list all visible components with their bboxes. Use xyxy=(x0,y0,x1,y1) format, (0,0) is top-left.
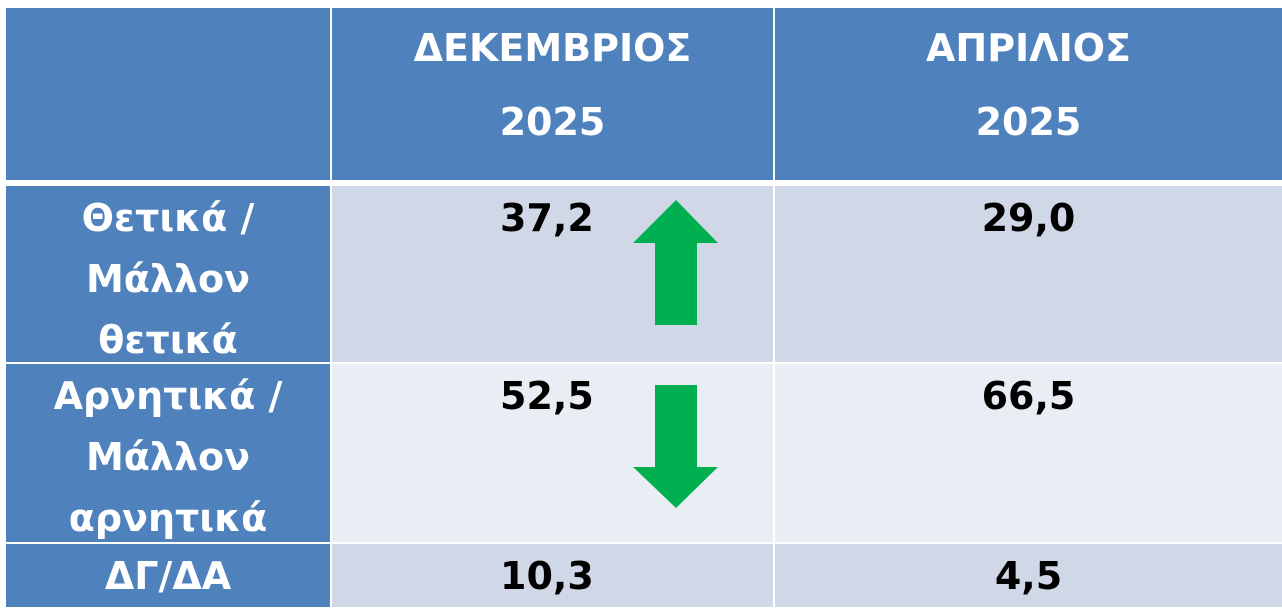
value-cell: 10,3 xyxy=(332,544,773,607)
value-text: 66,5 xyxy=(981,374,1076,418)
value-cell: 52,5 xyxy=(332,364,773,542)
value-cell: 66,5 xyxy=(775,364,1282,542)
value-text: 10,3 xyxy=(500,554,594,598)
row-label: αρνητικά xyxy=(68,496,268,540)
header-text: 2025 xyxy=(499,100,606,144)
row-label: Μάλλον xyxy=(85,257,250,301)
header-cell xyxy=(6,8,330,180)
value-text: 4,5 xyxy=(994,554,1063,598)
header-text: ΑΠΡΙΛΙΟΣ xyxy=(925,26,1131,70)
value-cell: 29,0 xyxy=(775,186,1282,362)
row-label-cell: Θετικά / Μάλλον θετικά xyxy=(6,186,330,362)
row-label-cell: ΔΓ/ΔΑ xyxy=(6,544,330,607)
header-cell: ΑΠΡΙΛΙΟΣ 2025 xyxy=(775,8,1282,180)
row-label: θετικά xyxy=(98,318,238,362)
value-text: 52,5 xyxy=(500,374,594,418)
value-text: 29,0 xyxy=(981,196,1076,240)
value-cell: 37,2 xyxy=(332,186,773,362)
value-cell: 4,5 xyxy=(775,544,1282,607)
row-label: Αρνητικά / xyxy=(53,374,283,418)
header-cell: ΔΕΚΕΜΒΡΙΟΣ 2025 xyxy=(332,8,773,180)
row-label: Μάλλον xyxy=(85,435,250,479)
row-label: ΔΓ/ΔΑ xyxy=(104,554,232,598)
value-text: 37,2 xyxy=(500,196,594,240)
row-label-cell: Αρνητικά / Μάλλον αρνητικά xyxy=(6,364,330,542)
header-text: ΔΕΚΕΜΒΡΙΟΣ xyxy=(413,26,692,70)
header-text: 2025 xyxy=(975,100,1082,144)
row-label: Θετικά / xyxy=(81,196,255,240)
